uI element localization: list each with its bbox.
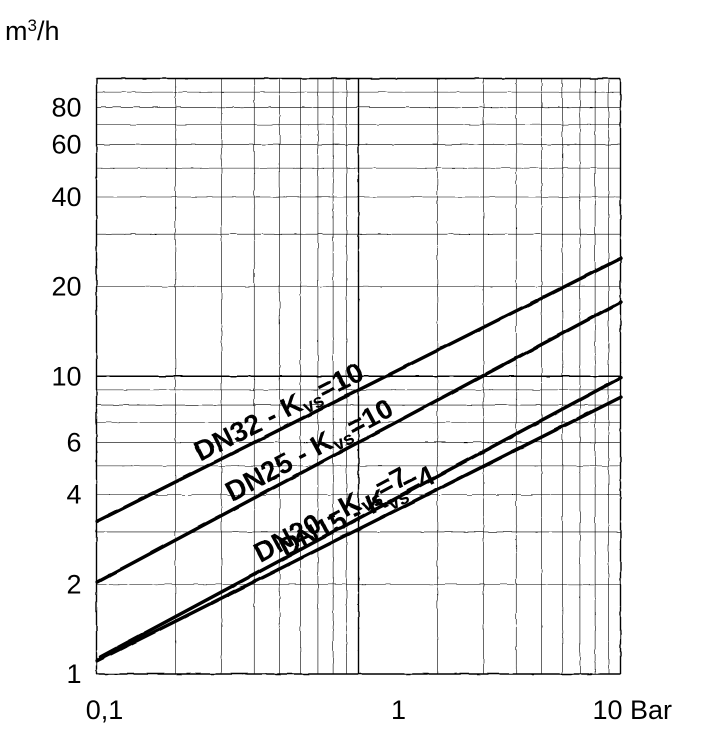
svg-text:4: 4 [66, 480, 81, 510]
svg-text:20: 20 [51, 272, 81, 302]
svg-text:10: 10 [51, 361, 81, 391]
svg-text:m3/h: m3/h [5, 16, 60, 47]
svg-text:80: 80 [51, 92, 81, 122]
svg-text:6: 6 [66, 427, 81, 457]
svg-text:60: 60 [51, 130, 81, 160]
svg-text:2: 2 [66, 569, 81, 599]
svg-text:0,1: 0,1 [86, 695, 124, 725]
svg-text:1: 1 [66, 659, 81, 689]
svg-text:1: 1 [391, 695, 406, 725]
svg-text:40: 40 [51, 182, 81, 212]
svg-text:10 Bar: 10 Bar [593, 695, 673, 725]
